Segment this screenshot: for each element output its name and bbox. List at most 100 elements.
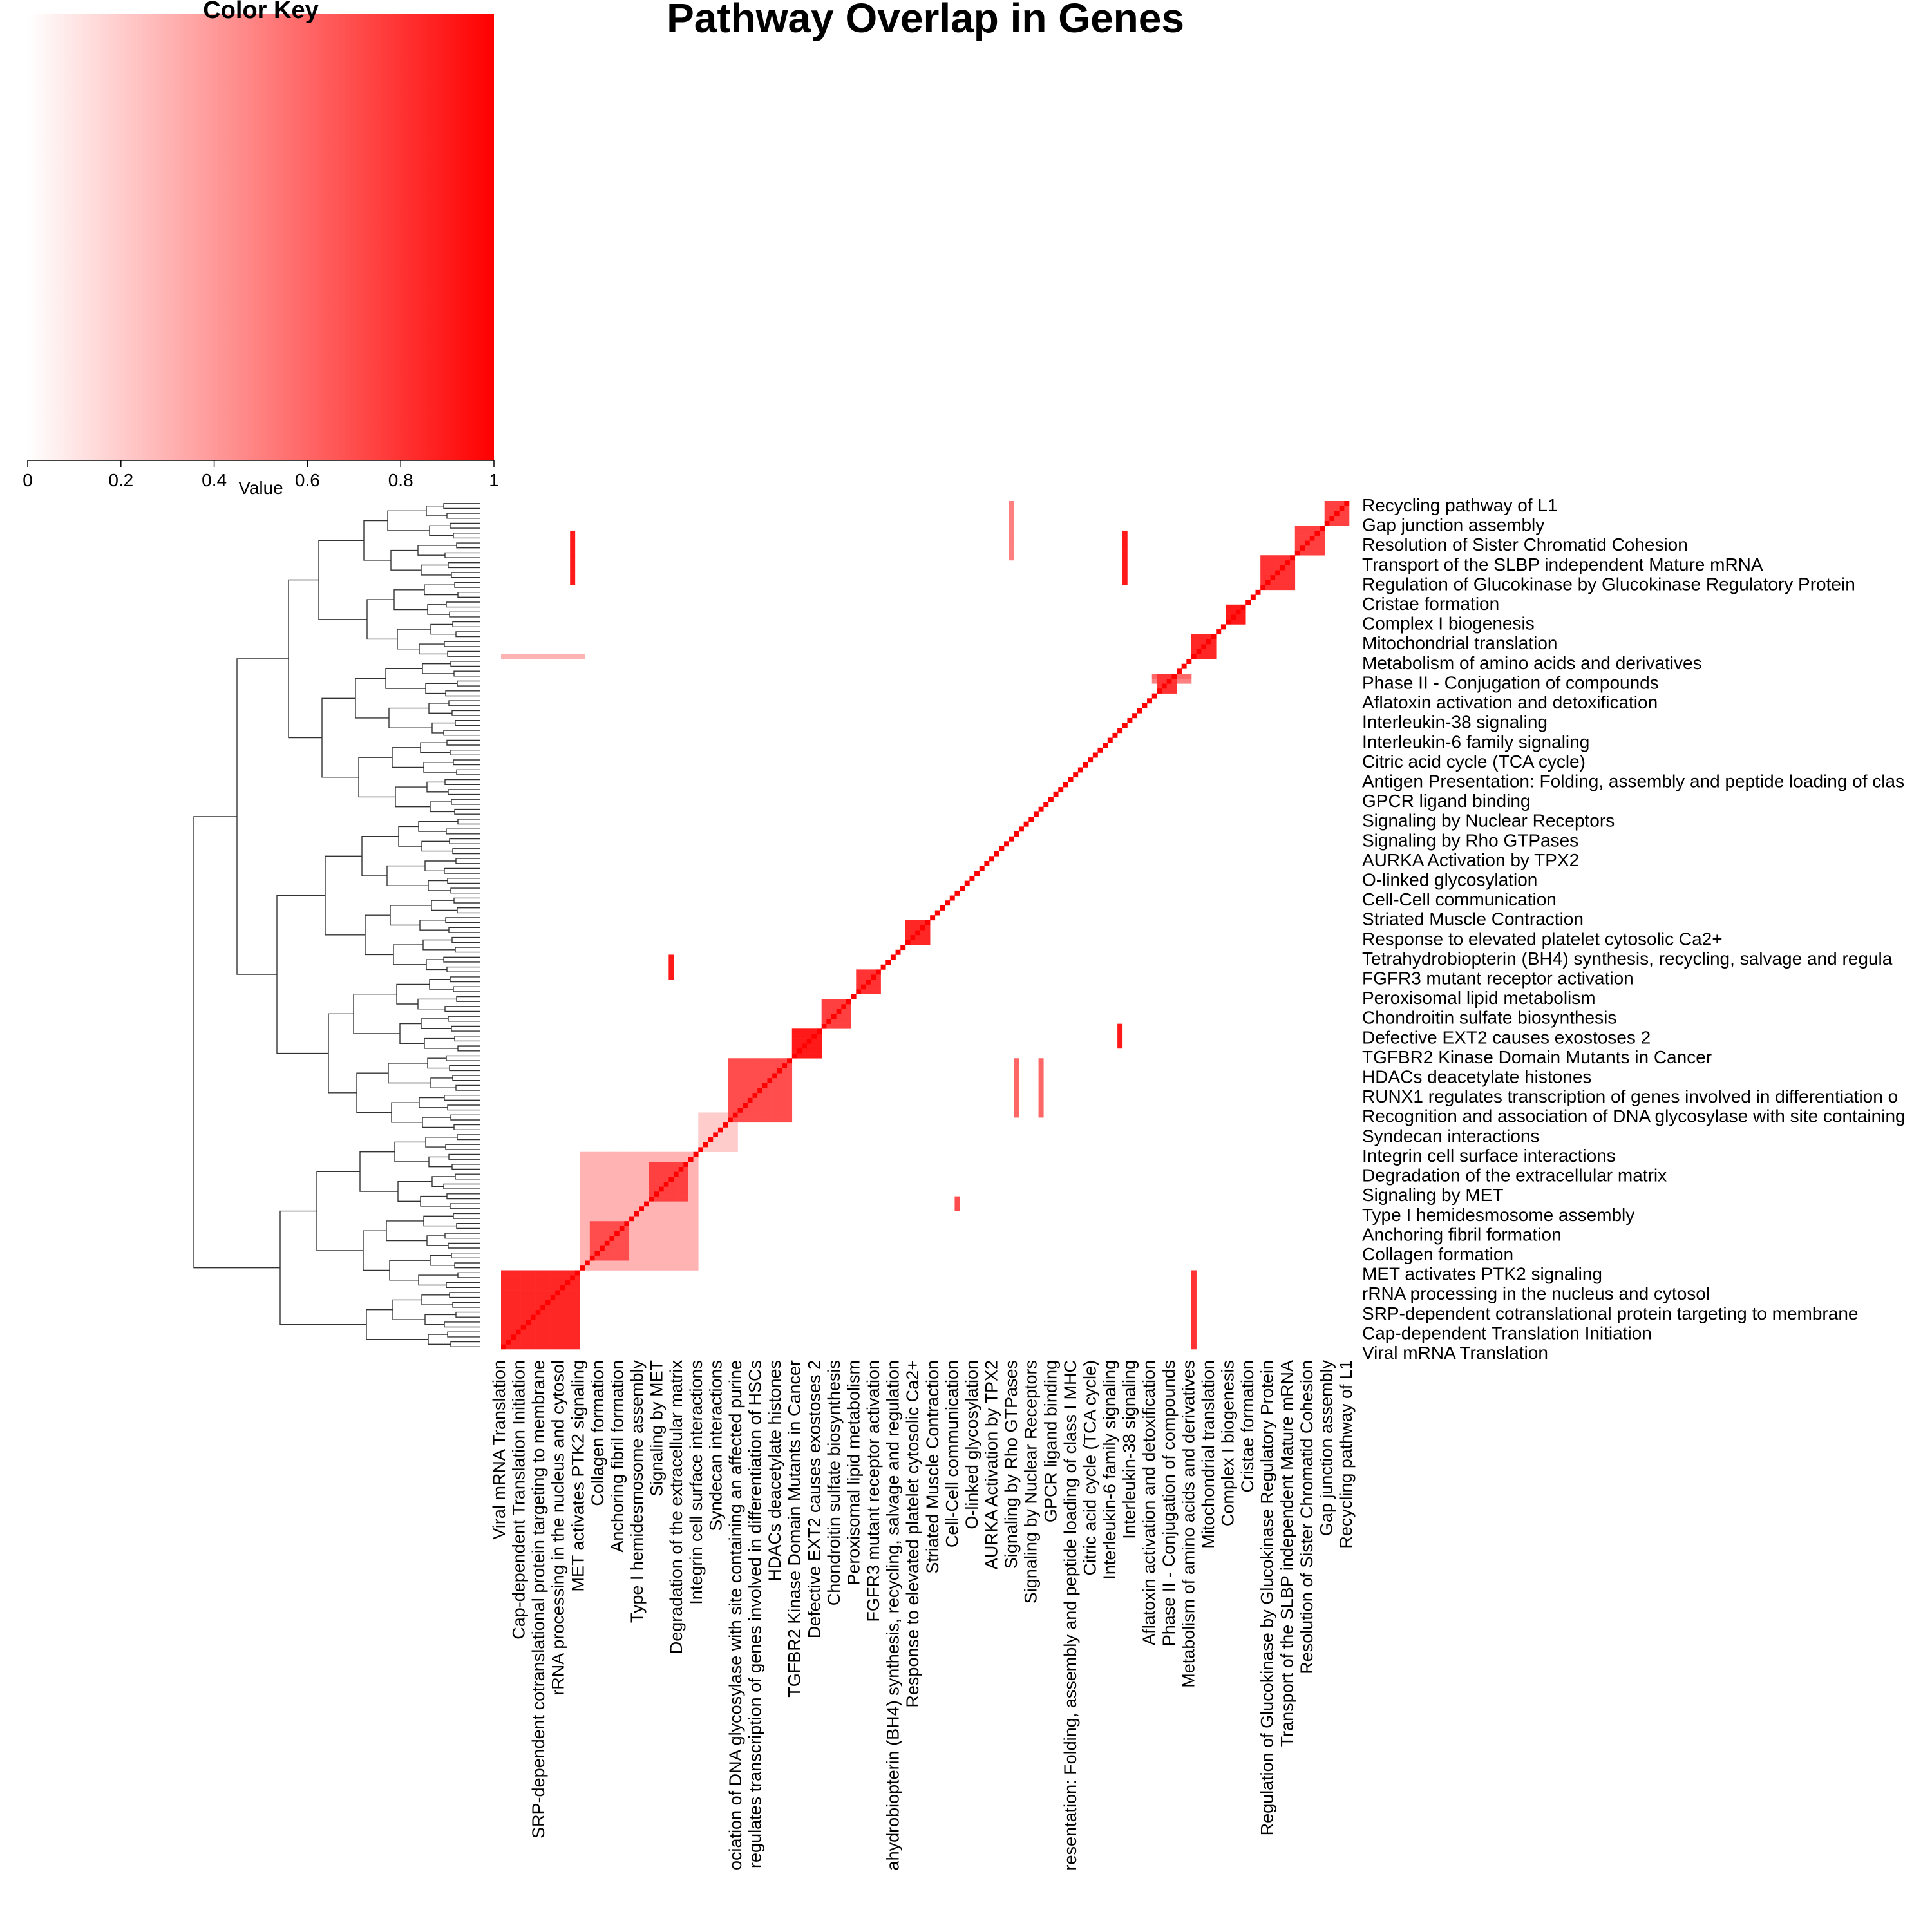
heatmap-cell (619, 1240, 625, 1246)
heatmap-cell (688, 1216, 694, 1222)
dendrogram-branch (447, 1104, 480, 1111)
heatmap-cell (580, 1191, 585, 1197)
heatmap-cell (732, 1068, 738, 1074)
heatmap-cell (717, 1147, 723, 1153)
heatmap-cell (678, 1162, 684, 1167)
heatmap-cell (1255, 589, 1261, 595)
heatmap-cell (1191, 1300, 1197, 1305)
dendrogram-branch (390, 549, 421, 571)
heatmap-cell (1320, 550, 1325, 556)
heatmap-cell (717, 1127, 723, 1133)
heatmap-cell (614, 1240, 620, 1246)
heatmap-cell (821, 1004, 827, 1009)
heatmap-cell (737, 1088, 743, 1094)
heatmap-cell (1275, 560, 1281, 565)
row-label: Citric acid cycle (TCA cycle) (1362, 752, 1586, 772)
row-label: Cell-Cell communication (1362, 889, 1557, 909)
heatmap-cell (668, 1177, 674, 1182)
heatmap-cell (1014, 1088, 1019, 1094)
heatmap-cell (1324, 501, 1330, 506)
heatmap-cell (506, 1339, 511, 1345)
heatmap-cell (831, 999, 837, 1005)
heatmap-cell (1275, 555, 1281, 561)
heatmap-cell (999, 846, 1005, 851)
heatmap-cell (604, 1255, 610, 1261)
dendrogram-branch (425, 1137, 457, 1148)
heatmap-cell (600, 1196, 605, 1202)
heatmap-cell (594, 1201, 600, 1207)
dendrogram-branch (422, 1117, 454, 1128)
heatmap-cell (806, 1048, 812, 1054)
heatmap-cell (1162, 678, 1167, 684)
dendrogram-branch (318, 540, 367, 620)
heatmap-cell (634, 1260, 639, 1266)
heatmap-cell (520, 1320, 526, 1325)
heatmap-cell (580, 1171, 585, 1177)
heatmap-cell (619, 1211, 625, 1217)
dendrogram-branch (425, 683, 457, 694)
heatmap-cell (831, 1014, 837, 1019)
heatmap-cell (1260, 570, 1266, 576)
heatmap-cell (1009, 501, 1014, 506)
heatmap-cell (550, 654, 556, 659)
heatmap-cell (698, 1127, 704, 1133)
heatmap-cell (737, 1077, 743, 1083)
heatmap-cell (580, 1245, 585, 1251)
heatmap-cell (629, 1162, 635, 1167)
heatmap-cell (644, 1265, 650, 1271)
heatmap-cell (624, 1235, 630, 1241)
heatmap-cell (1211, 654, 1217, 659)
dendrogram-branch (422, 663, 454, 674)
heatmap-cell (708, 1117, 714, 1123)
heatmap-cell (683, 1240, 689, 1246)
heatmap-cell (574, 1344, 580, 1350)
heatmap-cell (1270, 585, 1276, 591)
heatmap-cell (644, 1206, 650, 1211)
heatmap-cell (1117, 1028, 1123, 1034)
heatmap-cell (594, 1245, 600, 1251)
heatmap-cell (600, 1260, 605, 1266)
heatmap-cell (1265, 585, 1271, 591)
heatmap-cell (663, 1171, 669, 1177)
heatmap-cell (1181, 678, 1187, 684)
heatmap-cell (737, 1068, 743, 1074)
heatmap-cell (624, 1162, 630, 1167)
column-label: Defective EXT2 causes exostoses 2 (804, 1360, 824, 1638)
heatmap-cell (634, 1201, 639, 1207)
heatmap-cell (860, 969, 866, 975)
heatmap-cell (693, 1240, 699, 1246)
heatmap-cell (678, 1216, 684, 1222)
heatmap-cell (619, 1181, 625, 1187)
heatmap-cell (506, 1329, 511, 1335)
heatmap-cell (1300, 535, 1305, 541)
heatmap-cell (560, 1334, 565, 1340)
heatmap-cell (683, 1260, 689, 1266)
heatmap-cell (654, 1250, 659, 1256)
heatmap-cell (654, 1226, 659, 1231)
heatmap-cell (580, 1220, 585, 1226)
heatmap-cell (589, 1235, 595, 1241)
heatmap-cell (846, 1009, 851, 1014)
heatmap-cell (609, 1231, 615, 1236)
heatmap-cell (589, 1240, 595, 1246)
heatmap-cell (634, 1245, 639, 1251)
heatmap-cell (905, 920, 911, 925)
dendrogram-branch (422, 939, 455, 951)
heatmap-cell (649, 1216, 654, 1222)
heatmap-cell (515, 1305, 521, 1311)
heatmap-cell (673, 1201, 679, 1207)
heatmap-cell (717, 1137, 723, 1142)
heatmap-cell (762, 1058, 768, 1064)
heatmap-cell (609, 1171, 615, 1177)
heatmap-cell (875, 969, 881, 975)
heatmap-cell (1329, 501, 1335, 506)
heatmap-cell (649, 1255, 654, 1261)
heatmap-cell (728, 1107, 734, 1113)
heatmap-cell (673, 1211, 679, 1217)
heatmap-cell (1083, 762, 1088, 768)
heatmap-cell (619, 1196, 625, 1202)
heatmap-cell (698, 1142, 704, 1148)
heatmap-cell (565, 1309, 571, 1315)
heatmap-cell (594, 1157, 600, 1162)
heatmap-cell (600, 1166, 605, 1172)
